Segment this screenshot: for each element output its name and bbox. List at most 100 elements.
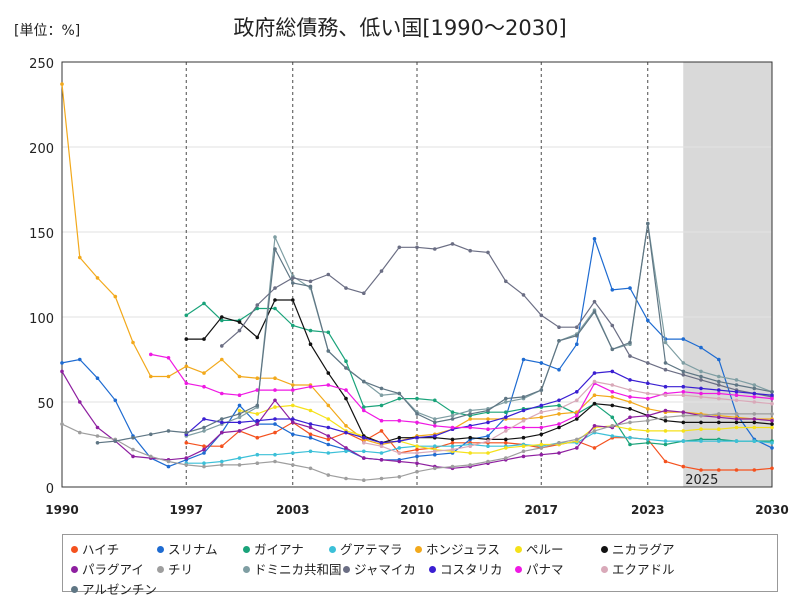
- data-point: [486, 427, 490, 432]
- data-point: [752, 386, 757, 391]
- data-point: [273, 430, 277, 435]
- y-tick-label: 0: [46, 482, 54, 497]
- data-point: [752, 395, 757, 399]
- data-point: [610, 390, 615, 394]
- unit-label: [単位：%]: [14, 23, 81, 39]
- data-point: [717, 383, 721, 387]
- data-point: [468, 463, 473, 467]
- data-point: [166, 429, 171, 433]
- data-point: [610, 395, 615, 399]
- data-point: [202, 425, 206, 430]
- data-point: [362, 408, 366, 413]
- data-point: [291, 281, 295, 285]
- data-point: [184, 364, 189, 369]
- legend-item: ホンジュラス: [415, 539, 515, 559]
- data-point: [166, 356, 171, 360]
- data-point: [397, 418, 402, 423]
- data-point: [539, 410, 544, 415]
- data-point: [628, 286, 632, 290]
- data-point: [521, 454, 526, 459]
- data-point: [646, 381, 650, 386]
- data-point: [521, 418, 526, 423]
- series-line: [185, 370, 773, 444]
- data-point: [610, 434, 615, 438]
- data-point: [504, 415, 508, 420]
- data-point: [717, 439, 721, 443]
- data-point: [681, 420, 686, 425]
- data-point: [681, 337, 686, 341]
- y-tick-label: 100: [29, 312, 54, 327]
- data-point: [202, 384, 206, 389]
- data-point: [450, 464, 455, 469]
- series-line: [61, 84, 772, 446]
- data-point: [344, 286, 348, 290]
- axes: [61, 61, 773, 488]
- data-point: [557, 403, 561, 408]
- data-point: [628, 378, 632, 382]
- y-tick-label: 250: [29, 57, 54, 72]
- data-point: [734, 412, 739, 416]
- data-point: [255, 306, 260, 311]
- data-point: [663, 418, 668, 423]
- data-point: [699, 369, 703, 374]
- legend-label: ジャマイカ: [354, 562, 416, 577]
- data-point: [379, 393, 384, 398]
- data-point: [291, 323, 295, 328]
- data-point: [610, 383, 615, 387]
- data-point: [450, 437, 455, 442]
- data-point: [326, 425, 331, 430]
- data-point: [220, 463, 224, 467]
- data-point: [433, 434, 437, 438]
- data-point: [397, 451, 402, 455]
- data-point: [557, 412, 561, 416]
- data-point: [78, 255, 82, 260]
- data-point: [220, 318, 224, 323]
- data-point: [362, 456, 366, 460]
- data-point: [433, 466, 437, 471]
- data-point: [663, 429, 668, 433]
- data-point: [326, 330, 331, 335]
- data-point: [575, 398, 579, 403]
- data-point: [770, 425, 774, 430]
- data-point: [166, 464, 171, 469]
- series-line: [186, 431, 773, 464]
- data-point: [379, 386, 384, 391]
- data-point: [628, 435, 632, 440]
- legend-item: ガイアナ: [243, 539, 329, 559]
- data-point: [344, 388, 348, 392]
- data-point: [486, 439, 490, 443]
- data-point: [539, 442, 544, 447]
- legend-label: パラグアイ: [82, 562, 144, 577]
- series-line: [185, 302, 772, 446]
- data-point: [681, 390, 686, 394]
- data-point: [184, 430, 189, 435]
- data-point: [734, 468, 739, 472]
- data-point: [770, 446, 774, 450]
- legend-item: ドミニカ共和国: [243, 559, 343, 579]
- data-point: [237, 403, 242, 408]
- data-point: [237, 320, 242, 324]
- data-point: [237, 420, 242, 425]
- data-point: [220, 417, 224, 421]
- data-point: [504, 446, 508, 450]
- data-point: [539, 313, 544, 318]
- plot-frame: [61, 61, 773, 488]
- data-point: [610, 347, 615, 352]
- legend-marker: [329, 546, 336, 553]
- data-point: [291, 276, 295, 280]
- data-point: [699, 439, 703, 443]
- data-point: [468, 444, 473, 449]
- legend-label: スリナム: [168, 542, 218, 557]
- data-point: [397, 459, 402, 464]
- data-point: [362, 441, 366, 445]
- data-point: [237, 456, 242, 460]
- data-point: [628, 388, 632, 392]
- data-point: [450, 417, 455, 421]
- data-point: [273, 235, 277, 239]
- forecast-region: 2025: [683, 62, 772, 488]
- data-point: [628, 400, 632, 404]
- data-point: [717, 391, 721, 396]
- data-point: [770, 401, 774, 406]
- x-tick-label: 2010: [400, 503, 433, 517]
